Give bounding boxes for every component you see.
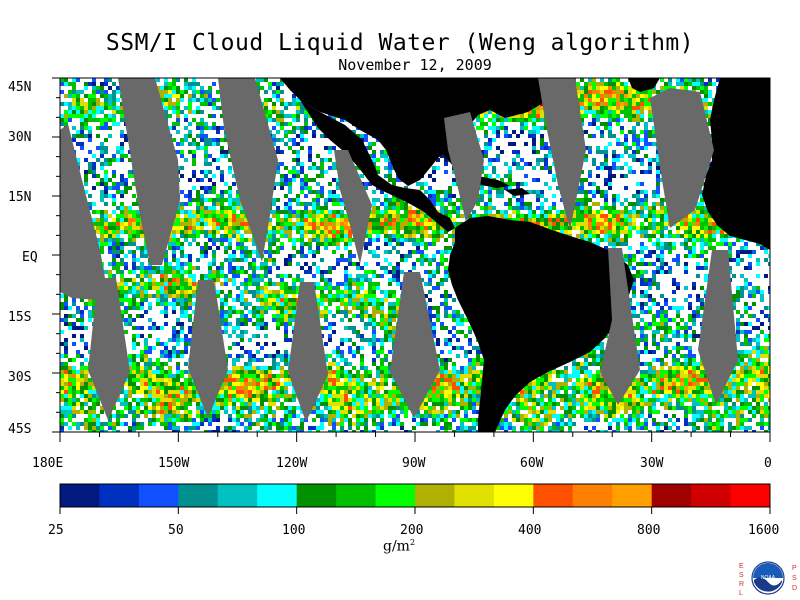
colorbar-tick-label: 25 (48, 523, 64, 538)
lat-label-eq: EQ (22, 250, 38, 265)
lat-label-15s: 15S (8, 310, 31, 325)
orbit-gap (390, 272, 440, 418)
central-america-land (300, 100, 455, 232)
lon-label-150w: 150W (158, 456, 189, 471)
map-date: November 12, 2009 (338, 56, 492, 74)
colorbar-tick-label: 200 (400, 523, 423, 538)
esrl-psd-logo: E S R L P S D NOAA (739, 561, 797, 597)
colorbar-tick-label: 1600 (748, 523, 779, 538)
colorbar-swatch (612, 484, 653, 507)
map-title: SSM/I Cloud Liquid Water (Weng algorithm… (105, 30, 695, 56)
orbit-gap (538, 78, 586, 230)
lat-label-15n: 15N (8, 190, 31, 205)
colorbar-swatch (730, 484, 771, 507)
colorbar-swatch (415, 484, 455, 507)
colorbar-tick-label: 100 (282, 523, 305, 538)
colorbar-tick-label: 400 (518, 523, 541, 538)
colorbar-swatch (296, 484, 337, 507)
colorbar-swatch (336, 484, 377, 507)
colorbar-swatch (691, 484, 732, 507)
colorbar-swatch (217, 484, 258, 507)
orbit-gap (218, 78, 278, 262)
lon-label-30w: 30W (640, 456, 664, 471)
lon-label-180e: 180E (32, 456, 63, 471)
colorbar-ticks (59, 507, 771, 514)
lon-label-0: 0 (764, 456, 772, 471)
colorbar-swatch (572, 484, 613, 507)
orbit-gap (60, 124, 108, 300)
lat-label-30n: 30N (8, 130, 31, 145)
orbit-gap (288, 282, 328, 422)
orbit-gap (600, 248, 640, 405)
orbit-gap (444, 112, 484, 222)
orbit-gap (188, 280, 228, 418)
colorbar-swatch (533, 484, 574, 507)
colorbar-swatch (454, 484, 495, 507)
colorbar-tick-label: 50 (168, 523, 184, 538)
colorbar-swatch (99, 484, 140, 507)
colorbar-unit: g/m2 (383, 538, 416, 555)
lon-label-60w: 60W (520, 456, 544, 471)
lat-label-45s: 45S (8, 422, 31, 437)
orbit-gap (88, 278, 130, 420)
colorbar-swatch (138, 484, 179, 507)
greenland-tip-land (628, 78, 660, 92)
colorbar (60, 484, 771, 507)
colorbar-swatch (178, 484, 219, 507)
lon-label-90w: 90W (402, 456, 426, 471)
colorbar-swatch (375, 484, 416, 507)
lon-label-120w: 120W (276, 456, 307, 471)
colorbar-swatch (60, 484, 100, 507)
hispaniola-land (505, 188, 530, 196)
orbit-gap (650, 88, 714, 228)
colorbar-swatch (257, 484, 298, 507)
south-america-land (448, 216, 634, 432)
lat-label-30s: 30S (8, 370, 31, 385)
orbit-gap (334, 150, 372, 264)
lat-label-45n: 45N (8, 80, 31, 95)
colorbar-swatch (651, 484, 692, 507)
north-america-land (280, 78, 550, 186)
colorbar-tick-label: 800 (637, 523, 660, 538)
europe-africa-land (702, 78, 770, 250)
orbit-gap (698, 250, 738, 405)
orbit-gap (118, 78, 180, 265)
colorbar-swatch (493, 484, 534, 507)
axis-ticks (52, 77, 771, 442)
